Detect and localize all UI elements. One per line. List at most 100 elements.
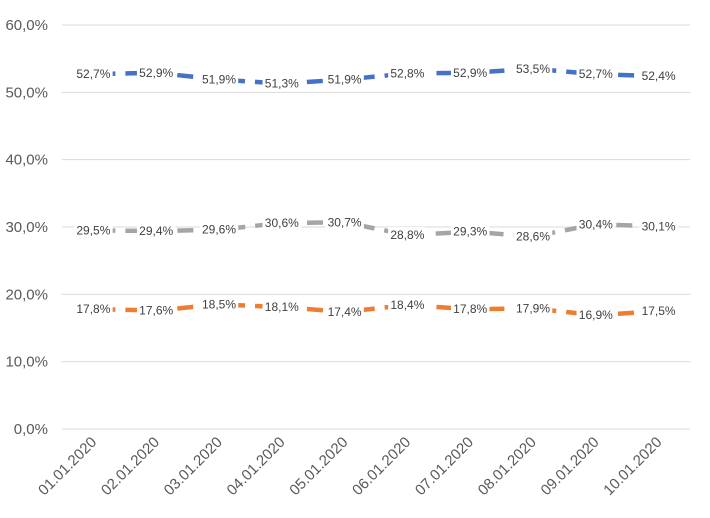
data-label-group: 51,3% <box>262 75 302 92</box>
data-label-group: 18,1% <box>262 299 302 316</box>
data-label-background <box>576 66 616 83</box>
data-label-background <box>199 296 239 313</box>
data-label-background <box>262 299 302 316</box>
series-line <box>93 220 659 239</box>
data-labels: 52,7% 52,9% 51,9% 51,3% 51,9% 52,8% 52,9% 53,5%… <box>74 60 678 324</box>
x-tick-label: 05.01.2020 <box>286 434 351 499</box>
data-label-background <box>388 297 427 314</box>
data-label: 51,9% <box>202 73 236 87</box>
data-label-group: 18,4% <box>388 297 427 314</box>
y-tick-label: 10,0% <box>5 354 48 371</box>
data-label: 18,1% <box>265 300 299 314</box>
data-label-background <box>388 65 427 82</box>
data-label: 16,9% <box>579 308 613 322</box>
data-label-background <box>136 223 176 240</box>
data-label-group: 51,9% <box>325 71 364 88</box>
data-label-group: 30,7% <box>325 214 364 231</box>
data-label-background <box>450 64 490 81</box>
data-label-background <box>74 301 113 318</box>
data-label-background <box>199 71 239 88</box>
data-label: 17,6% <box>139 303 173 317</box>
y-tick-label: 0,0% <box>14 421 48 438</box>
data-label: 18,5% <box>202 297 236 311</box>
data-label-group: 28,8% <box>388 227 427 244</box>
data-label-group: 53,5% <box>513 60 553 77</box>
data-label-background <box>136 64 176 81</box>
data-label-background <box>325 71 364 88</box>
data-label-group: 29,6% <box>199 221 239 238</box>
data-label-group: 17,8% <box>74 301 113 318</box>
x-tick-label: 10.01.2020 <box>600 434 665 499</box>
data-label: 17,9% <box>516 301 550 315</box>
data-label: 52,7% <box>579 67 613 81</box>
data-label: 18,4% <box>390 298 424 312</box>
data-label-background <box>576 216 616 233</box>
data-label-group: 29,4% <box>136 223 176 240</box>
data-label-group: 17,8% <box>450 301 490 318</box>
data-label-group: 17,6% <box>136 302 176 319</box>
data-label-group: 29,3% <box>450 223 490 240</box>
x-tick-label: 04.01.2020 <box>224 434 289 499</box>
data-label: 53,5% <box>516 62 550 76</box>
data-label-background <box>136 302 176 319</box>
data-label: 29,3% <box>453 225 487 239</box>
data-label-background <box>513 228 553 245</box>
data-label-background <box>450 223 490 240</box>
data-label: 28,8% <box>390 228 424 242</box>
data-label-group: 51,9% <box>199 71 239 88</box>
x-tick-label: 08.01.2020 <box>475 434 540 499</box>
data-label-group: 30,4% <box>576 216 616 233</box>
data-label-background <box>262 214 302 231</box>
data-label: 30,6% <box>265 216 299 230</box>
data-label: 30,4% <box>579 217 613 231</box>
data-label-background <box>199 221 239 238</box>
data-label-background <box>576 307 616 324</box>
data-label-background <box>513 60 553 77</box>
data-label-background <box>639 218 678 235</box>
data-label-group: 52,7% <box>74 66 113 83</box>
data-label-group: 17,4% <box>325 303 364 320</box>
series-line <box>93 66 659 86</box>
data-label: 29,5% <box>76 223 110 237</box>
series-line <box>93 302 659 318</box>
data-label: 17,8% <box>76 302 110 316</box>
y-tick-label: 40,0% <box>5 152 48 169</box>
data-label-group: 52,7% <box>576 66 616 83</box>
data-label: 17,4% <box>328 305 362 319</box>
x-tick-label: 03.01.2020 <box>161 434 226 499</box>
data-label-background <box>262 75 302 92</box>
data-label: 52,7% <box>76 67 110 81</box>
data-label-group: 17,9% <box>513 300 553 317</box>
data-label-group: 52,8% <box>388 65 427 82</box>
data-label: 29,6% <box>202 223 236 237</box>
series-lines <box>93 66 659 318</box>
data-label-background <box>388 227 427 244</box>
data-label: 17,5% <box>642 304 676 318</box>
x-tick-label: 02.01.2020 <box>98 434 163 499</box>
x-tick-label: 01.01.2020 <box>35 434 100 499</box>
data-label-group: 30,6% <box>262 214 302 231</box>
x-tick-label: 09.01.2020 <box>538 434 603 499</box>
y-tick-label: 30,0% <box>5 219 48 236</box>
data-label: 52,4% <box>642 69 676 83</box>
data-label: 28,6% <box>516 229 550 243</box>
data-label-background <box>450 301 490 318</box>
data-label: 52,8% <box>390 66 424 80</box>
data-label-group: 52,9% <box>136 64 176 81</box>
data-label-group: 52,9% <box>450 64 490 81</box>
y-tick-label: 60,0% <box>5 17 48 34</box>
data-label: 52,9% <box>139 66 173 80</box>
data-label: 17,8% <box>453 302 487 316</box>
data-label-group: 17,5% <box>639 303 678 320</box>
data-label: 29,4% <box>139 224 173 238</box>
data-label: 51,3% <box>265 77 299 91</box>
data-label-background <box>639 303 678 320</box>
data-label-group: 28,6% <box>513 228 553 245</box>
data-label-group: 29,5% <box>74 222 113 239</box>
data-label: 30,7% <box>328 215 362 229</box>
data-label-group: 18,5% <box>199 296 239 313</box>
x-axis: 01.01.202002.01.202003.01.202004.01.2020… <box>35 434 665 499</box>
data-label-background <box>74 222 113 239</box>
